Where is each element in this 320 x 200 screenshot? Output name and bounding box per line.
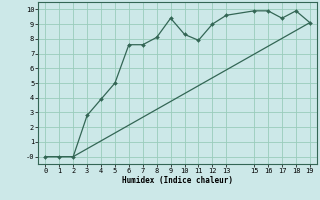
X-axis label: Humidex (Indice chaleur): Humidex (Indice chaleur) (122, 176, 233, 185)
